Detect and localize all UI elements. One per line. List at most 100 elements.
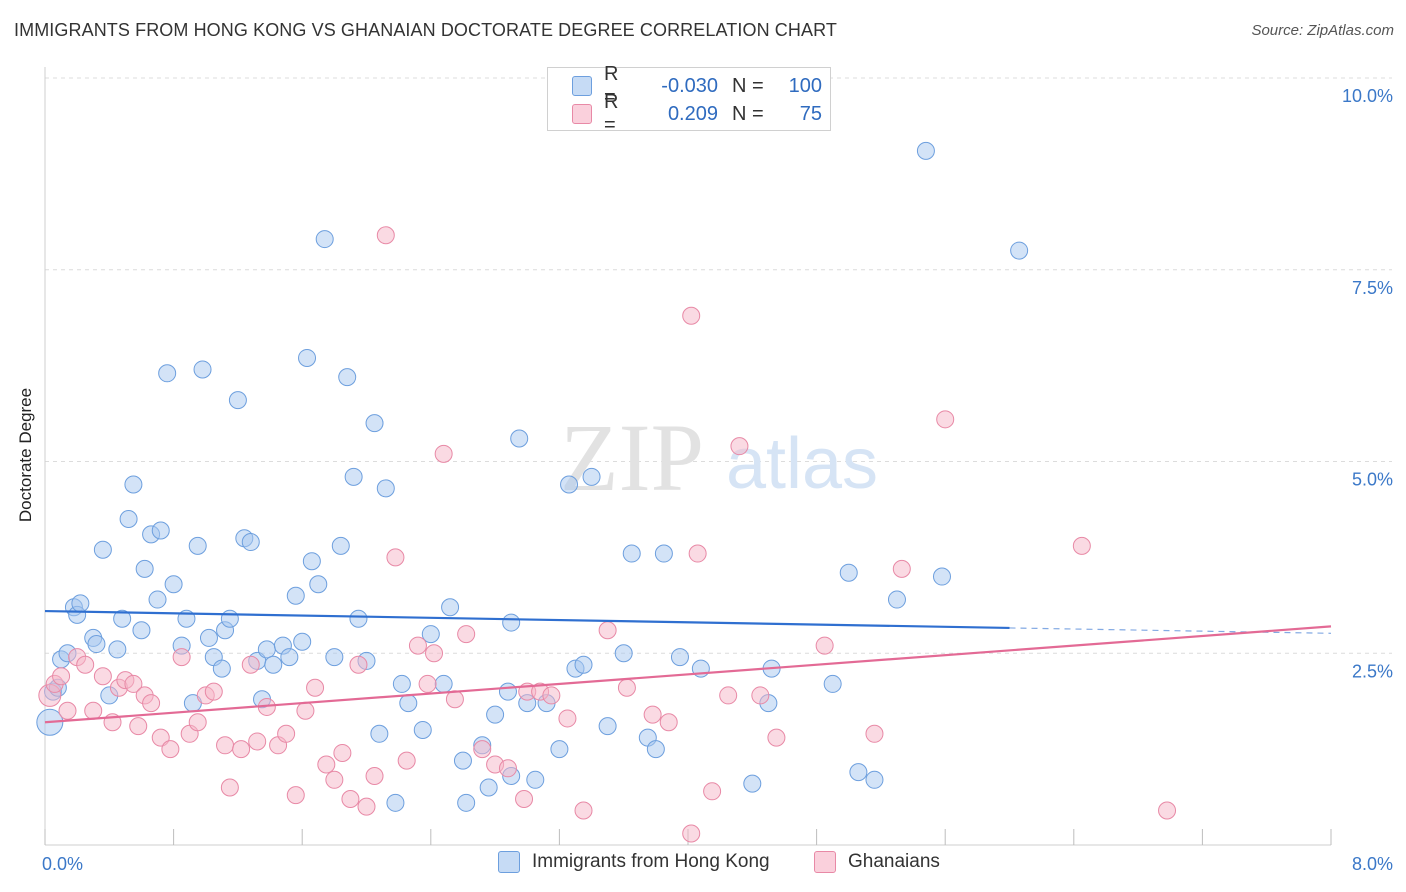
trend-line-extension: [1009, 627, 1332, 634]
data-point: [376, 479, 395, 498]
data-point: [445, 690, 464, 709]
data-point: [386, 793, 405, 812]
data-point: [317, 755, 336, 774]
trend-line: [44, 609, 1010, 630]
series-ghanaians-points: [38, 226, 1177, 843]
data-point: [119, 510, 138, 529]
data-point: [560, 475, 579, 494]
data-point: [232, 740, 251, 759]
data-point: [743, 774, 762, 793]
bottom-legend: Immigrants from Hong Kong Ghanaians: [0, 851, 1406, 877]
source-note: Source: ZipAtlas.com: [1251, 22, 1394, 39]
data-point: [216, 736, 235, 755]
data-point: [617, 678, 636, 697]
data-point: [325, 770, 344, 789]
data-point: [659, 713, 678, 732]
data-point: [582, 467, 601, 486]
chart-title: IMMIGRANTS FROM HONG KONG VS GHANAIAN DO…: [14, 20, 837, 40]
data-point: [333, 743, 352, 762]
data-point: [365, 766, 384, 785]
data-point: [614, 644, 633, 663]
data-point: [839, 563, 858, 582]
legend-row-hong-kong: R = -0.030 N = 100: [572, 63, 822, 108]
data-point: [515, 789, 534, 808]
data-point: [1158, 801, 1177, 820]
data-point: [654, 544, 673, 563]
data-point: [849, 763, 868, 782]
data-point: [510, 429, 529, 448]
data-point: [682, 824, 701, 843]
data-point: [434, 444, 453, 463]
data-point: [193, 360, 212, 379]
data-point: [473, 740, 492, 759]
data-point: [277, 724, 296, 743]
data-point: [113, 609, 132, 628]
data-point: [228, 391, 247, 410]
data-point: [865, 770, 884, 789]
watermark: ZIP atlas: [560, 404, 878, 511]
data-point: [622, 544, 641, 563]
data-point: [248, 732, 267, 751]
data-point: [306, 678, 325, 697]
data-point: [550, 740, 569, 759]
data-point: [315, 230, 334, 249]
data-point: [598, 621, 617, 640]
data-point: [241, 533, 260, 552]
data-point: [132, 621, 151, 640]
bottom-legend-hong-kong: Immigrants from Hong Kong: [498, 851, 770, 873]
data-point: [502, 613, 521, 632]
data-point: [457, 793, 476, 812]
watermark-zip: ZIP: [560, 404, 704, 511]
data-point: [298, 348, 317, 367]
data-point: [151, 728, 170, 747]
data-point: [293, 632, 312, 651]
data-point: [148, 590, 167, 609]
bottom-legend-label-ghanaians: Ghanaians: [848, 851, 940, 872]
data-point: [670, 648, 689, 667]
data-point: [108, 640, 127, 659]
legend-n-label: N =: [732, 74, 764, 97]
data-point: [220, 778, 239, 797]
data-point: [188, 713, 207, 732]
data-point: [457, 625, 476, 644]
data-point: [52, 667, 71, 686]
data-point: [558, 709, 577, 728]
legend-r-value: 0.209: [667, 102, 718, 125]
legend-n-label: N =: [732, 102, 764, 125]
data-point: [349, 655, 368, 674]
data-point: [703, 782, 722, 801]
data-point: [892, 559, 911, 578]
data-point: [93, 667, 112, 686]
data-point: [280, 648, 299, 667]
data-point: [643, 705, 662, 724]
data-point: [682, 306, 701, 325]
data-point: [1010, 241, 1029, 260]
data-point: [441, 598, 460, 617]
y-tick-label: 5.0%: [1352, 470, 1393, 490]
data-point: [730, 437, 749, 456]
data-point: [84, 701, 103, 720]
data-point: [434, 674, 453, 693]
data-point: [341, 789, 360, 808]
data-point: [172, 648, 191, 667]
trend-line: [44, 625, 1332, 724]
data-point: [823, 674, 842, 693]
data-point: [413, 720, 432, 739]
data-point: [574, 801, 593, 820]
data-point: [932, 567, 951, 586]
data-point: [479, 778, 498, 797]
data-point: [124, 674, 143, 693]
y-axis-label: Doctorate Degree: [16, 387, 35, 523]
data-point: [397, 751, 416, 770]
data-point: [399, 694, 418, 713]
x-tick-label: 8.0%: [1352, 854, 1393, 874]
tick-labels: 2.5% 5.0% 7.5% 10.0% 0.0% 8.0%: [42, 86, 1393, 874]
data-point: [204, 682, 223, 701]
data-point: [486, 705, 505, 724]
data-point: [220, 609, 239, 628]
y-tick-label: 7.5%: [1352, 278, 1393, 298]
data-point: [296, 701, 315, 720]
data-point: [815, 636, 834, 655]
data-point: [865, 724, 884, 743]
data-point: [936, 410, 955, 429]
